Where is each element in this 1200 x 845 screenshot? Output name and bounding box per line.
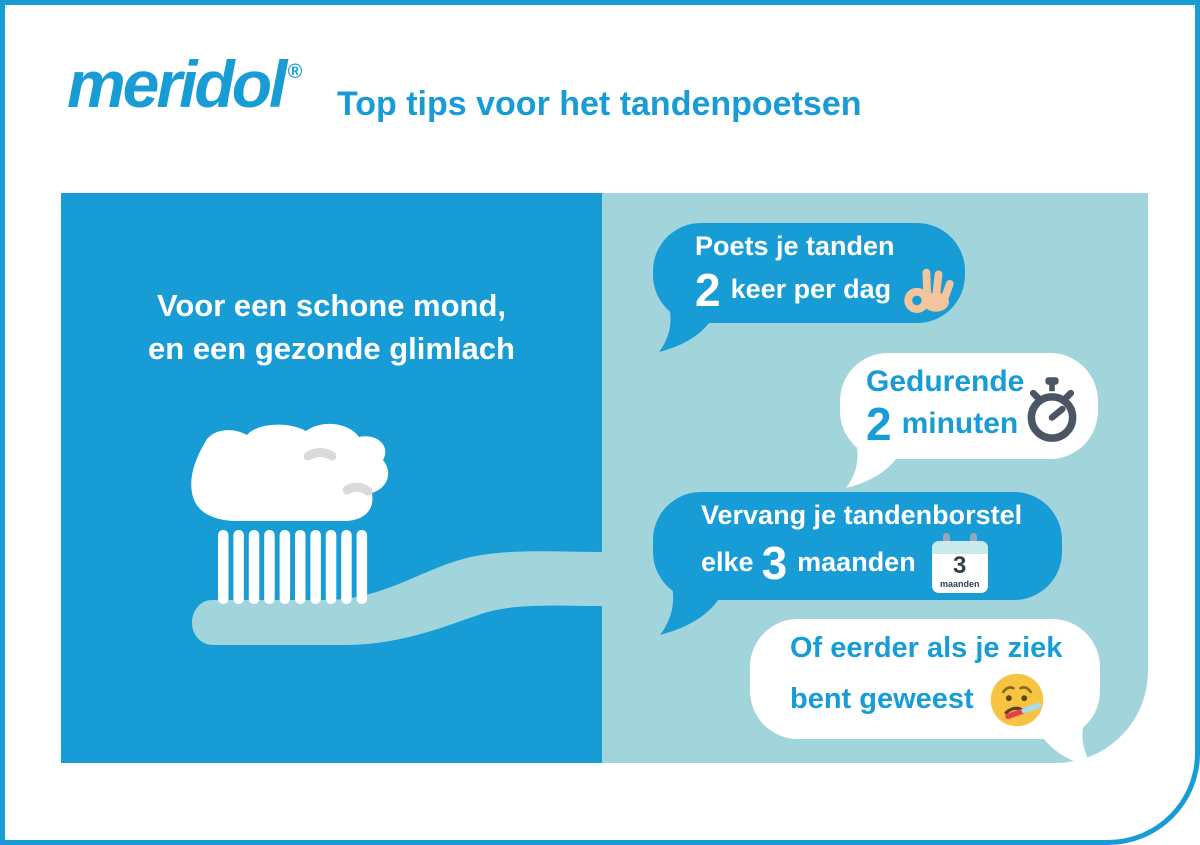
toothpaste-highlight [303, 448, 337, 461]
calendar-label: maanden [939, 578, 980, 589]
bubble1-line2: keer per dag [730, 274, 892, 304]
calendar-body: 3 maanden [931, 540, 988, 593]
stopwatch-icon [1027, 377, 1077, 442]
chat-bubble-two-minutes: Gedurende 2 minuten [840, 353, 1098, 488]
left-panel: Voor een schone mond, en een gezonde gli… [61, 193, 602, 763]
bubble2-number: 2 [866, 398, 892, 450]
bubble4-line1: Of eerder als je ziek [790, 632, 1063, 665]
calendar-ring [942, 532, 950, 548]
calendar-number: 3 [953, 551, 967, 579]
intro-heading: Voor een schone mond, en een gezonde gli… [61, 285, 602, 371]
toothbrush-illustration [191, 423, 602, 645]
logo-text: meridol [67, 47, 287, 121]
bubble1-line1: Poets je tanden [695, 230, 895, 261]
toothpaste-blob [191, 423, 389, 521]
bubble2-line1: Gedurende [866, 365, 1025, 398]
chat-bubble-brush-twice: Poets je tanden 2 keer per dag [653, 223, 965, 352]
bubble-tail-left [660, 584, 724, 635]
registered-mark: ® [287, 61, 303, 83]
ok-hand-icon [904, 268, 954, 313]
calendar-strip [931, 540, 988, 554]
calendar-ring [969, 532, 977, 548]
bubble2-line2: minuten [901, 407, 1019, 440]
intro-line1: Voor een schone mond, [156, 288, 507, 323]
calendar-icon: 3 maanden [931, 532, 988, 593]
bubble3-line2: maanden [797, 547, 916, 577]
bubble4-line2: bent geweest [790, 682, 974, 715]
face-with-thermometer-icon [990, 673, 1043, 726]
bubble1-number: 2 [695, 263, 721, 316]
bubble-tail-left [659, 307, 715, 352]
bubble-tail-right [1038, 723, 1094, 768]
right-panel: Poets je tanden 2 keer per dag Gedu [602, 193, 1148, 768]
chat-bubble-sick-earlier: Of eerder als je ziek bent geweest [750, 619, 1100, 768]
toothbrush-handle [192, 551, 602, 645]
bubble3-line1: Vervang je tandenborstel [701, 499, 1023, 530]
bubble3-number: 3 [761, 536, 788, 589]
bubble3-pre: elke [701, 547, 754, 577]
page-title: Top tips voor het tandenpoetsen [337, 85, 862, 123]
meridol-logo: meridol ® [67, 51, 303, 117]
chat-bubble-replace-toothbrush: Vervang je tandenborstel elke 3 maanden … [653, 492, 1062, 635]
toothbrush-bristles [218, 530, 368, 604]
bubble-tail-left [846, 443, 902, 488]
toothpaste-highlight [342, 482, 373, 496]
intro-line2: en een gezonde glimlach [148, 330, 515, 366]
